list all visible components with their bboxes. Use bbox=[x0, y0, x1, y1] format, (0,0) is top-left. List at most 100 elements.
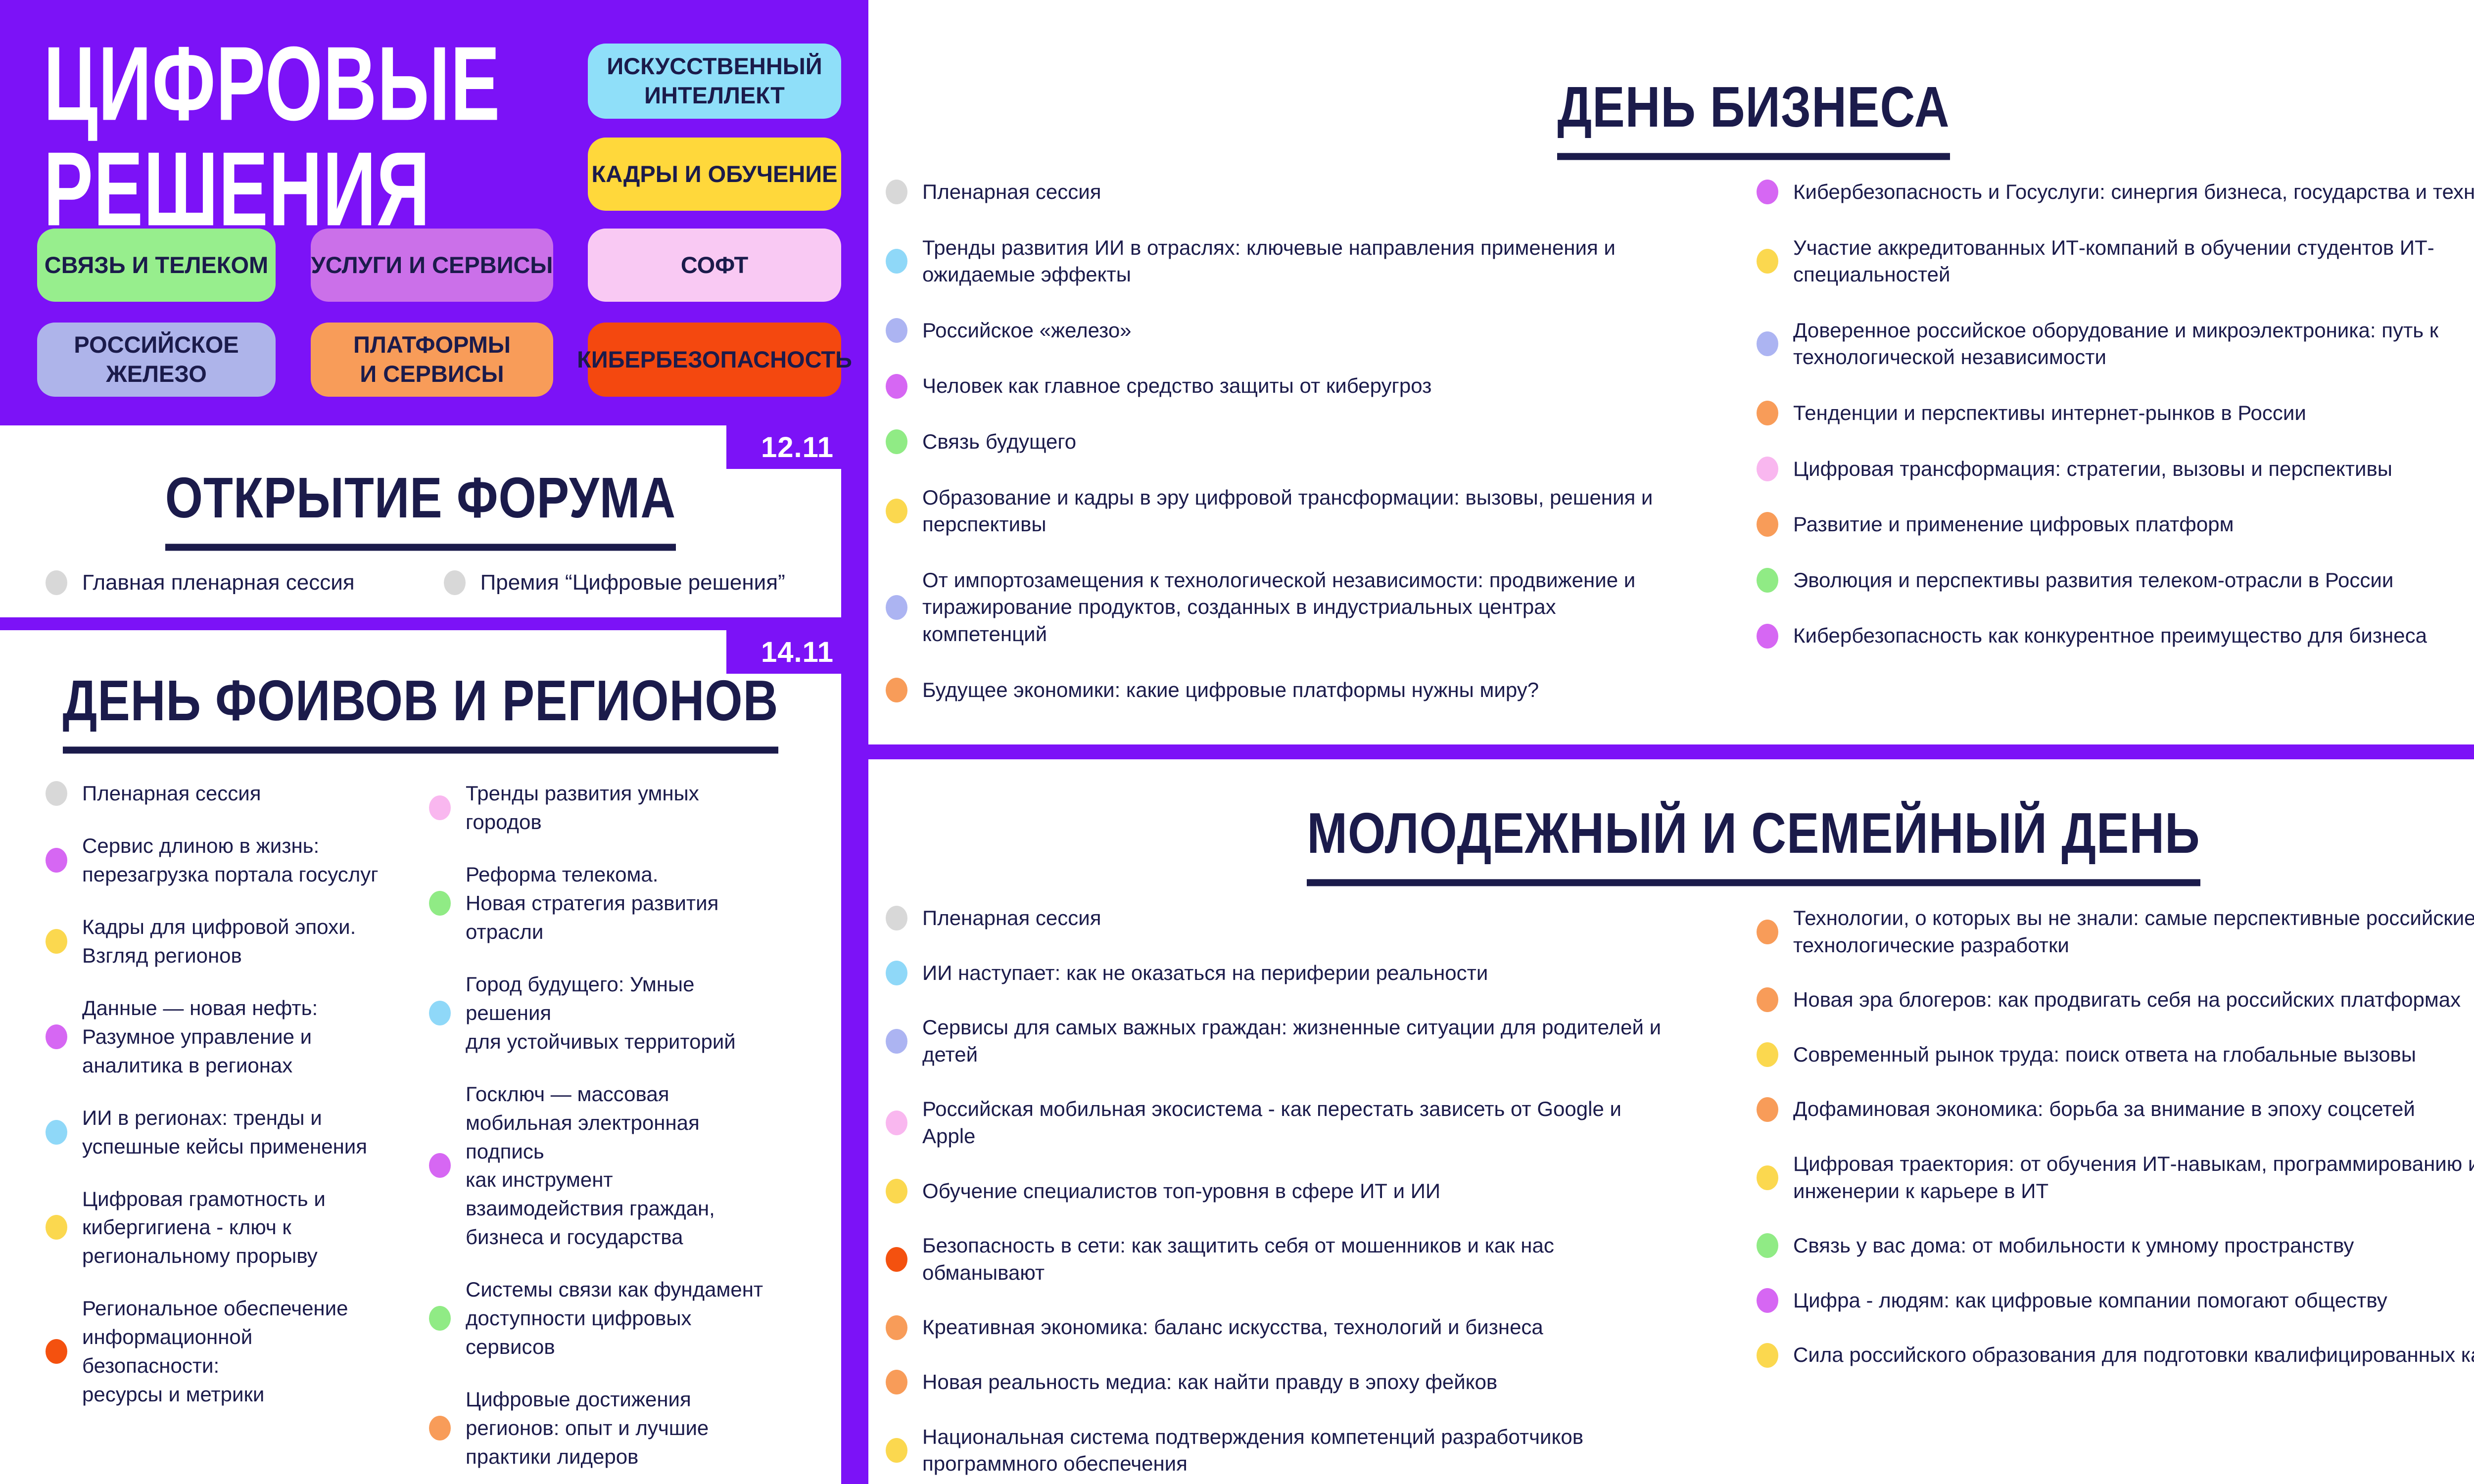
session-item: Город будущего: Умные решения для устойч… bbox=[429, 970, 831, 1056]
category-tag: ИСКУССТВЕННЫЙ ИНТЕЛЛЕКТ bbox=[588, 44, 841, 119]
category-tag: УСЛУГИ И СЕРВИСЫ bbox=[311, 229, 553, 302]
session-title: Связь у вас дома: от мобильности к умном… bbox=[1793, 1234, 2354, 1257]
session-title: Человек как главное средство защиты от к… bbox=[922, 374, 1432, 398]
session-topic-dot bbox=[1757, 623, 1778, 649]
session-title: Тенденции и перспективы интернет-рынков … bbox=[1793, 401, 2306, 424]
session-title: Участие аккредитованных ИТ-компаний в об… bbox=[1793, 235, 2434, 286]
category-tag: СОФТ bbox=[588, 229, 841, 302]
session-item: Участие аккредитованных ИТ-компаний в об… bbox=[1757, 234, 2474, 288]
session-topic-dot bbox=[886, 1438, 907, 1463]
session-title: Российская мобильная экосистема - как пе… bbox=[922, 1097, 1621, 1148]
session-topic-dot bbox=[46, 1215, 67, 1240]
session-item: Современный рынок труда: поиск ответа на… bbox=[1757, 1041, 2474, 1068]
session-title: Тренды развития ИИ в отраслях: ключевые … bbox=[922, 235, 1616, 286]
section-title-business: ДЕНЬ БИЗНЕСА bbox=[1557, 74, 1950, 160]
session-topic-dot bbox=[886, 429, 907, 455]
session-item: Кадры для цифровой эпохи. Взгляд регионо… bbox=[46, 913, 429, 970]
session-topic-dot bbox=[886, 499, 907, 524]
session-item: Реформа телекома. Новая стратегия развит… bbox=[429, 860, 831, 946]
session-title: Кибербезопасность и Госуслуги: синергия … bbox=[1793, 180, 2474, 203]
session-topic-dot bbox=[886, 1247, 907, 1272]
session-topic-dot bbox=[1757, 568, 1778, 593]
session-item: Безопасность в сети: как защитить себя о… bbox=[886, 1232, 1727, 1286]
session-item: Обучение специалистов топ-уровня в сфере… bbox=[886, 1178, 1727, 1205]
session-topic-dot bbox=[1757, 512, 1778, 537]
session-topic-dot bbox=[1757, 180, 1778, 205]
session-topic-dot bbox=[886, 318, 907, 343]
session-topic-dot bbox=[46, 570, 67, 595]
session-item: Российская мобильная экосистема - как пе… bbox=[886, 1096, 1727, 1150]
session-title: Системы связи как фундамент доступности … bbox=[466, 1278, 763, 1359]
category-tag-label: ПЛАТФОРМЫ И СЕРВИСЫ bbox=[353, 331, 511, 387]
session-item: Связь у вас дома: от мобильности к умном… bbox=[1757, 1232, 2474, 1259]
session-item: Будущее экономики: какие цифровые платфо… bbox=[886, 677, 1727, 704]
category-tag-label: СВЯЗЬ И ТЕЛЕКОМ bbox=[44, 251, 269, 278]
session-item: Пленарная сессия bbox=[886, 179, 1727, 206]
session-title: Город будущего: Умные решения для устойч… bbox=[466, 972, 736, 1053]
category-tag-label: СОФТ bbox=[680, 251, 749, 278]
session-title: Современный рынок труда: поиск ответа на… bbox=[1793, 1042, 2416, 1066]
session-topic-dot bbox=[1757, 1165, 1778, 1190]
vertical-divider bbox=[841, 425, 868, 1484]
session-item: Кибербезопасность как конкурентное преим… bbox=[1757, 622, 2474, 649]
session-title: Эволюция и перспективы развития телеком-… bbox=[1793, 568, 2394, 592]
session-title: Кибербезопасность как конкурентное преим… bbox=[1793, 624, 2427, 648]
session-title: Цифровые достижения регионов: опыт и луч… bbox=[466, 1388, 709, 1469]
session-title: От импортозамещения к технологической не… bbox=[922, 568, 1636, 646]
session-title: Образование и кадры в эру цифровой транс… bbox=[922, 485, 1653, 536]
session-item: Российское «железо» bbox=[886, 317, 1727, 344]
session-title: Сила российского образования для подгото… bbox=[1793, 1343, 2474, 1367]
session-title: Цифровая грамотность и кибергигиена - кл… bbox=[82, 1187, 326, 1268]
session-topic-dot bbox=[46, 1339, 67, 1364]
session-title: Пленарная сессия bbox=[82, 782, 261, 805]
session-topic-dot bbox=[886, 960, 907, 985]
session-title: Цифровая траектория: от обучения ИТ-навы… bbox=[1793, 1152, 2474, 1203]
session-item: Сервисы для самых важных граждан: жизнен… bbox=[886, 1014, 1727, 1068]
horizontal-divider-right bbox=[868, 744, 2474, 759]
session-title: Новая эра блогеров: как продвигать себя … bbox=[1793, 988, 2461, 1012]
date-badge-opening: 12.11 bbox=[726, 425, 868, 469]
session-topic-dot bbox=[886, 180, 907, 205]
session-title: Пленарная сессия bbox=[922, 906, 1101, 929]
session-topic-dot bbox=[1757, 1343, 1778, 1368]
session-item: Цифровые достижения регионов: опыт и луч… bbox=[429, 1385, 831, 1471]
section-foiv-regions-day: ДЕНЬ ФОИВОВ И РЕГИОНОВ Пленарная сессия … bbox=[0, 668, 841, 1471]
session-item: Новая реальность медиа: как найти правду… bbox=[886, 1369, 1727, 1396]
session-title: Безопасность в сети: как защитить себя о… bbox=[922, 1234, 1554, 1284]
session-title: Национальная система подтверждения компе… bbox=[922, 1425, 1584, 1476]
session-item: Развитие и применение цифровых платформ bbox=[1757, 511, 2474, 538]
section-title-youth: МОЛОДЕЖНЫЙ И СЕМЕЙНЫЙ ДЕНЬ bbox=[1307, 800, 2200, 886]
session-item: Технологии, о которых вы не знали: самые… bbox=[1757, 905, 2474, 959]
session-topic-dot bbox=[429, 1153, 451, 1178]
session-item: Госключ — массовая мобильная электронная… bbox=[429, 1080, 831, 1252]
session-item: Кибербезопасность и Госуслуги: синергия … bbox=[1757, 179, 2474, 206]
session-title: Тренды развития умных городов bbox=[466, 782, 699, 834]
session-item: Национальная система подтверждения компе… bbox=[886, 1424, 1727, 1478]
header-block: ЦИФРОВЫЕ РЕШЕНИЯ_ ИСКУССТВЕННЫЙ ИНТЕЛЛЕК… bbox=[0, 0, 868, 425]
session-title: Пленарная сессия bbox=[922, 180, 1101, 203]
foiv-session-list-col2: Тренды развития умных городов Реформа те… bbox=[429, 779, 841, 1471]
session-topic-dot bbox=[46, 928, 67, 954]
session-item: Связь будущего bbox=[886, 428, 1727, 456]
session-topic-dot bbox=[886, 1315, 907, 1340]
session-topic-dot bbox=[429, 1306, 451, 1331]
session-item: Тенденции и перспективы интернет-рынков … bbox=[1757, 400, 2474, 427]
forum-logo: ЦИФРОВЫЕ РЕШЕНИЯ_ bbox=[44, 24, 501, 248]
session-title: ИИ в регионах: тренды и успешные кейсы п… bbox=[82, 1106, 368, 1158]
session-item: Главная пленарная сессия bbox=[46, 568, 355, 597]
horizontal-divider-left bbox=[0, 617, 868, 630]
session-topic-dot bbox=[429, 1416, 451, 1441]
session-title: Кадры для цифровой эпохи. Взгляд регионо… bbox=[82, 915, 356, 967]
session-item: Новая эра блогеров: как продвигать себя … bbox=[1757, 986, 2474, 1014]
session-title: Сервисы для самых важных граждан: жизнен… bbox=[922, 1016, 1662, 1066]
session-item: Системы связи как фундамент доступности … bbox=[429, 1275, 831, 1361]
session-topic-dot bbox=[1757, 919, 1778, 944]
session-title: Данные — новая нефть: Разумное управлени… bbox=[82, 996, 318, 1077]
session-title: Развитие и применение цифровых платформ bbox=[1793, 512, 2234, 536]
session-item: Цифра - людям: как цифровые компании пом… bbox=[1757, 1287, 2474, 1314]
session-topic-dot bbox=[886, 1178, 907, 1204]
session-item: Человек как главное средство защиты от к… bbox=[886, 372, 1727, 400]
session-topic-dot bbox=[886, 595, 907, 620]
category-tag: СВЯЗЬ И ТЕЛЕКОМ bbox=[37, 229, 276, 302]
category-tag: КИБЕРБЕЗОПАСНОСТЬ bbox=[577, 323, 852, 397]
